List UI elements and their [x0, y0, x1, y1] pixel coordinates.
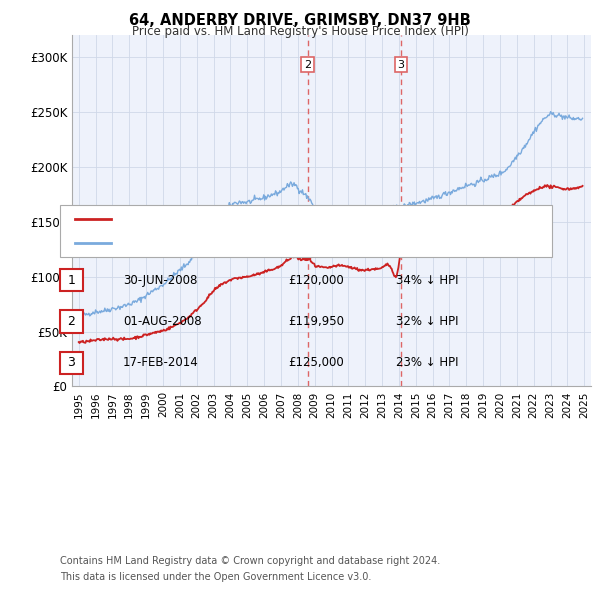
Text: 30-JUN-2008: 30-JUN-2008	[123, 274, 197, 287]
Text: 64, ANDERBY DRIVE, GRIMSBY, DN37 9HB (detached house): 64, ANDERBY DRIVE, GRIMSBY, DN37 9HB (de…	[117, 214, 452, 224]
Text: 1: 1	[67, 274, 76, 287]
Text: 23% ↓ HPI: 23% ↓ HPI	[396, 356, 458, 369]
Text: 3: 3	[67, 356, 76, 369]
Text: Contains HM Land Registry data © Crown copyright and database right 2024.: Contains HM Land Registry data © Crown c…	[60, 556, 440, 566]
Text: 3: 3	[397, 60, 404, 70]
Text: HPI: Average price, detached house, North East Lincolnshire: HPI: Average price, detached house, Nort…	[117, 238, 452, 248]
Text: 01-AUG-2008: 01-AUG-2008	[123, 315, 202, 328]
Text: £119,950: £119,950	[288, 315, 344, 328]
Text: £120,000: £120,000	[288, 274, 344, 287]
Text: 34% ↓ HPI: 34% ↓ HPI	[396, 274, 458, 287]
Text: This data is licensed under the Open Government Licence v3.0.: This data is licensed under the Open Gov…	[60, 572, 371, 582]
Text: 2: 2	[67, 315, 76, 328]
Text: £125,000: £125,000	[288, 356, 344, 369]
Text: 17-FEB-2014: 17-FEB-2014	[123, 356, 199, 369]
Text: 2: 2	[304, 60, 311, 70]
Text: 64, ANDERBY DRIVE, GRIMSBY, DN37 9HB: 64, ANDERBY DRIVE, GRIMSBY, DN37 9HB	[129, 13, 471, 28]
Text: Price paid vs. HM Land Registry's House Price Index (HPI): Price paid vs. HM Land Registry's House …	[131, 25, 469, 38]
Text: 32% ↓ HPI: 32% ↓ HPI	[396, 315, 458, 328]
